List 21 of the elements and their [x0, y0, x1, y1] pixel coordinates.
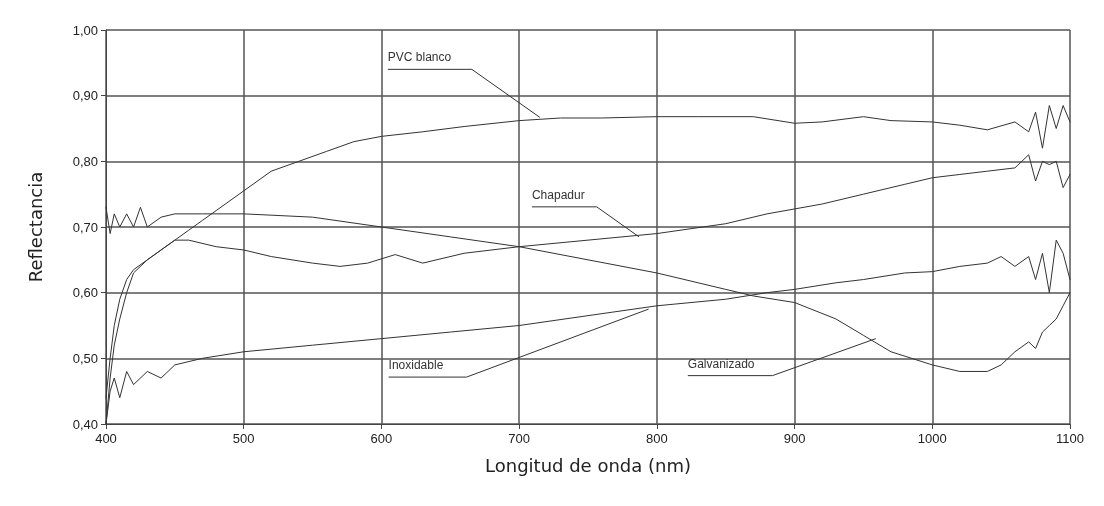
y-tick-label: 0,40 [72, 416, 98, 432]
x-tick-label: 400 [95, 431, 117, 446]
x-tick-label: 700 [508, 431, 530, 446]
annotation: Inoxidable [388, 358, 444, 373]
annotation: Galvanizado [687, 356, 755, 371]
y-tick-label: 0,50 [72, 350, 98, 366]
y-tick-label: 0,70 [72, 219, 98, 235]
y-tick-label: 0,60 [72, 285, 98, 301]
annotation: Chapadur [531, 187, 585, 202]
y-tick-label: 1,00 [72, 22, 98, 38]
x-tick-label: 1100 [1056, 431, 1084, 446]
x-axis-title: Longitud de onda (nm) [485, 454, 691, 476]
y-axis-title: Reflectancia [24, 171, 46, 283]
y-tick-label: 0,80 [72, 153, 98, 169]
x-tick-label: 900 [783, 431, 806, 446]
x-tick-label: 800 [646, 431, 668, 446]
x-tick-label: 1000 [917, 431, 947, 446]
x-tick-label: 600 [370, 431, 393, 446]
y-tick-label: 0,90 [72, 88, 98, 104]
annotation: PVC blanco [387, 50, 452, 65]
x-tick-label: 500 [232, 431, 255, 446]
